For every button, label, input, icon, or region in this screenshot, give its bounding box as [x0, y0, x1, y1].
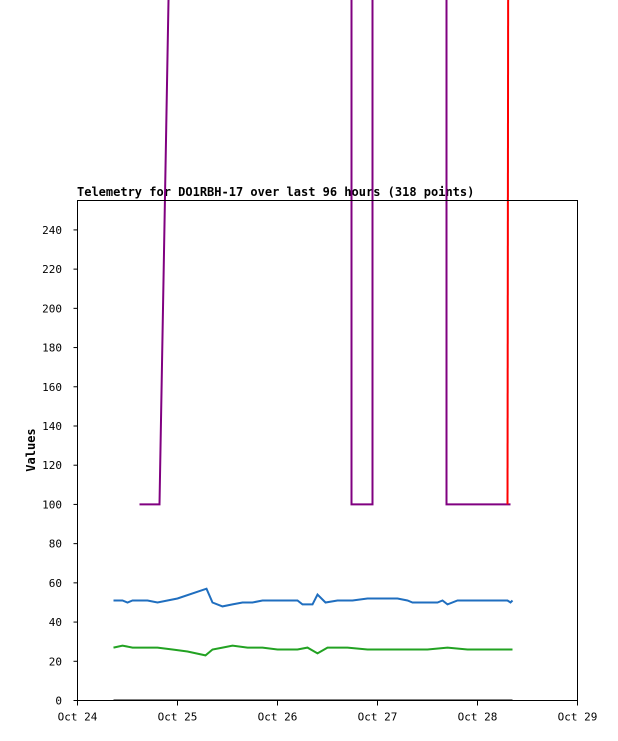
- x-tick-label: Oct 24: [58, 711, 98, 724]
- y-axis-label: Values: [24, 428, 38, 471]
- y-tick-label: 20: [49, 655, 62, 668]
- series-line: [113, 644, 513, 657]
- y-tick-label: 240: [42, 224, 62, 237]
- series-line: [506, 0, 510, 505]
- plot-frame: [77, 200, 578, 701]
- y-tick-label: 180: [42, 342, 62, 355]
- y-tick-label: 160: [42, 381, 62, 394]
- x-tick-label: Oct 28: [458, 711, 498, 724]
- y-tick-label: 100: [42, 498, 62, 511]
- series-layer: [113, 0, 514, 701]
- y-tick-label: 200: [42, 302, 62, 315]
- x-axis: Oct 24 Oct 25 Oct 26 Oct 27 Oct 28 Oct 29: [58, 700, 598, 724]
- x-tick-label: Oct 29: [558, 711, 598, 724]
- y-tick-label: 40: [49, 616, 62, 629]
- x-tick-label: Oct 26: [258, 711, 298, 724]
- y-axis: 0 20 40 60 80 100 120 140 160 180 200 220 240: [42, 224, 78, 708]
- y-tick-label: 80: [49, 538, 62, 551]
- y-tick-label: 140: [42, 420, 62, 433]
- y-tick-label: 120: [42, 459, 62, 472]
- y-tick-label: 60: [49, 577, 62, 590]
- y-tick-label: 0: [55, 695, 62, 708]
- chart-title: Telemetry for DO1RBH-17 over last 96 hou…: [77, 185, 474, 199]
- x-tick-label: Oct 27: [358, 711, 398, 724]
- series-line: [113, 587, 514, 608]
- series-line: [139, 0, 511, 506]
- x-tick-label: Oct 25: [158, 711, 198, 724]
- y-tick-label: 220: [42, 263, 62, 276]
